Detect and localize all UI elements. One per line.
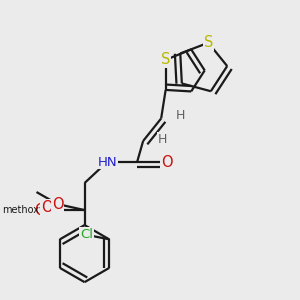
Text: O: O [161,154,173,169]
Text: methoxy: methoxy [2,205,45,215]
Text: S: S [204,35,213,50]
Text: S: S [161,52,170,68]
Text: O: O [41,200,53,214]
Text: Cl: Cl [80,228,93,241]
Text: HN: HN [97,155,117,169]
Text: H: H [176,109,185,122]
Text: methoxy: methoxy [31,204,37,206]
Text: O: O [52,196,63,211]
Text: O: O [34,202,45,217]
Text: H: H [158,133,167,146]
